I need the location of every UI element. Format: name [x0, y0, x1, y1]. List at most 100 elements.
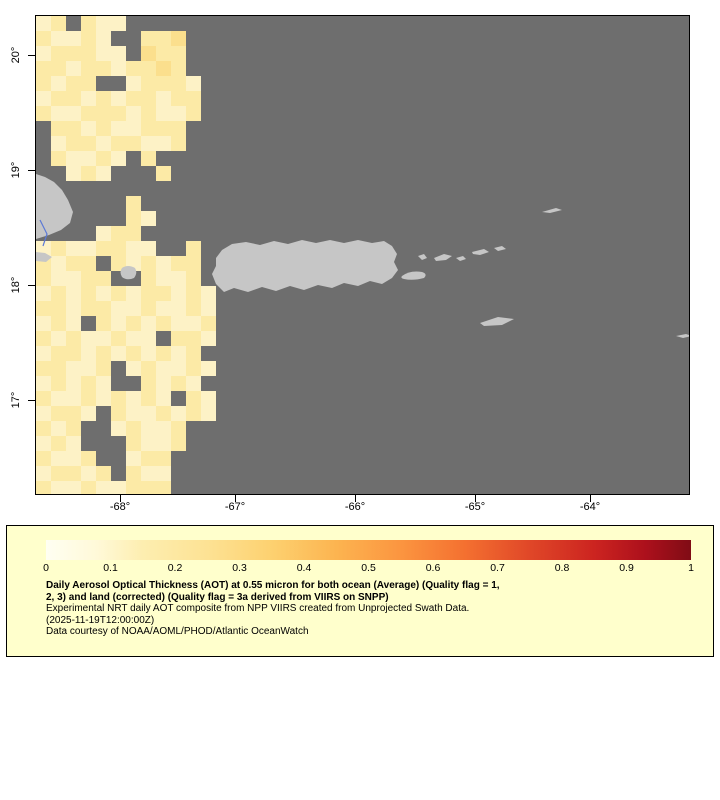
aot-cell: [186, 376, 201, 391]
aot-cell: [156, 106, 171, 121]
aot-cell: [141, 301, 156, 316]
aot-cell: [51, 256, 66, 271]
aot-cell: [51, 391, 66, 406]
aot-cell: [81, 406, 96, 421]
aot-cell: [186, 346, 201, 361]
aot-cell: [186, 331, 201, 346]
lon-tick-mark: [475, 495, 476, 502]
lat-tick-mark: [28, 55, 35, 56]
aot-cell: [81, 271, 96, 286]
aot-cell: [141, 76, 156, 91]
colorbar-tick-label: 0.2: [167, 562, 183, 574]
aot-cell: [51, 301, 66, 316]
aot-cell: [36, 376, 51, 391]
aot-cell: [66, 241, 81, 256]
lat-tick-mark: [28, 285, 35, 286]
aot-cell: [96, 361, 111, 376]
aot-cell: [141, 46, 156, 61]
aot-cell: [171, 316, 186, 331]
aot-cell: [156, 46, 171, 61]
lat-tick-label: 19°: [10, 161, 22, 179]
aot-cell: [111, 481, 126, 494]
anguilla: [676, 334, 689, 338]
aot-cell: [171, 121, 186, 136]
aot-cell: [126, 61, 141, 76]
aot-cell: [66, 76, 81, 91]
aot-cell: [201, 301, 216, 316]
st-john: [456, 256, 466, 261]
lon-tick-mark: [355, 495, 356, 502]
aot-cell: [66, 346, 81, 361]
lat-tick-label: 17°: [10, 391, 22, 409]
aot-cell: [96, 301, 111, 316]
aot-cell: [156, 91, 171, 106]
legend-credit: Data courtesy of NOAA/AOML/PHOD/Atlantic…: [46, 626, 309, 637]
aot-cell: [81, 136, 96, 151]
aot-cell: [96, 121, 111, 136]
aot-cell: [96, 46, 111, 61]
aot-cell: [141, 451, 156, 466]
aot-cell: [81, 256, 96, 271]
aot-cell: [126, 361, 141, 376]
lat-tick-label: 20°: [10, 46, 22, 64]
aot-cell: [66, 106, 81, 121]
aot-cell: [126, 331, 141, 346]
aot-cell: [156, 166, 171, 181]
aot-cell: [81, 391, 96, 406]
aot-cell: [51, 481, 66, 494]
aot-cell: [126, 211, 141, 226]
aot-cell: [171, 76, 186, 91]
aot-cell: [96, 16, 111, 31]
anegada: [542, 208, 562, 213]
aot-cell: [81, 451, 96, 466]
aot-cell: [66, 421, 81, 436]
aot-cell: [96, 376, 111, 391]
aot-cell: [81, 466, 96, 481]
aot-cell: [126, 346, 141, 361]
aot-cell: [171, 256, 186, 271]
aot-cell: [141, 481, 156, 494]
aot-cell: [156, 376, 171, 391]
aot-cell: [111, 16, 126, 31]
aot-cell: [36, 91, 51, 106]
aot-cell: [186, 76, 201, 91]
aot-cell: [126, 466, 141, 481]
aot-cell: [51, 466, 66, 481]
aot-cell: [51, 91, 66, 106]
legend-text-block: Daily Aerosol Optical Thickness (AOT) at…: [46, 580, 706, 638]
aot-cell: [186, 271, 201, 286]
aot-cell: [111, 346, 126, 361]
aot-cell: [36, 61, 51, 76]
aot-cell: [186, 316, 201, 331]
aot-cell: [51, 436, 66, 451]
aot-cell: [186, 391, 201, 406]
aot-cell: [141, 316, 156, 331]
aot-cell: [141, 211, 156, 226]
aot-cell: [51, 376, 66, 391]
aot-cell: [156, 436, 171, 451]
aot-cell: [51, 406, 66, 421]
aot-cell: [96, 271, 111, 286]
aot-cell: [66, 46, 81, 61]
aot-cell: [66, 166, 81, 181]
aot-cell: [51, 421, 66, 436]
aot-cell: [36, 466, 51, 481]
aot-cell: [126, 76, 141, 91]
legend-timestamp: (2025-11-19T12:00:00Z): [46, 614, 155, 626]
aot-cell: [66, 466, 81, 481]
colorbar-tick-labels: 0 0.1 0.2 0.3 0.4 0.5 0.6 0.7 0.8 0.9 1: [43, 560, 694, 575]
aot-cell: [156, 121, 171, 136]
aot-cell: [171, 301, 186, 316]
aot-cell: [201, 331, 216, 346]
vieques: [401, 271, 426, 280]
aot-cell: [186, 301, 201, 316]
aot-cell: [51, 286, 66, 301]
aot-cell: [171, 286, 186, 301]
lat-tick-mark: [28, 170, 35, 171]
aot-cell: [81, 376, 96, 391]
aot-cell: [111, 226, 126, 241]
aot-cell: [171, 346, 186, 361]
aot-cell: [66, 31, 81, 46]
aot-cell: [201, 316, 216, 331]
aot-cell: [186, 286, 201, 301]
